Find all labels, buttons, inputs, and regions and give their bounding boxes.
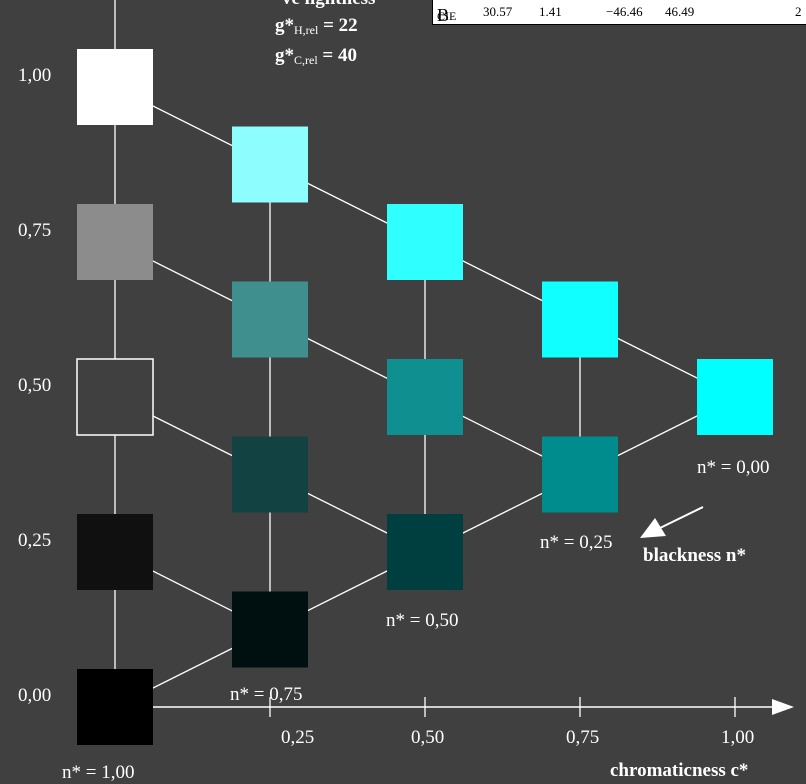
n-label-025: n* = 0,25 xyxy=(540,532,613,553)
info-value: 1.41 xyxy=(539,4,562,19)
color-sample-c3-1 xyxy=(542,281,618,358)
color-sample-c1-0 xyxy=(232,591,308,668)
info-value: 2 xyxy=(795,4,802,19)
g-h-rel-label: g*H,rel = 22 xyxy=(275,15,358,37)
blackness-label: blackness n* xyxy=(643,545,746,566)
color-sample-c2-1 xyxy=(387,359,463,435)
color-sample-c0-0 xyxy=(77,669,153,745)
info-name: B CIE xyxy=(437,5,457,25)
n-label-075: n* = 0,75 xyxy=(230,684,303,705)
x-tick-label: 1,00 xyxy=(721,727,755,748)
color-sample-c3-0 xyxy=(542,436,618,513)
x-axis-label: chromaticness c* xyxy=(610,760,749,781)
y-tick-label: 0,25 xyxy=(18,530,52,551)
color-sample-c1-2 xyxy=(232,281,308,358)
cie-info-row: B CIE 30.57 1.41 −46.46 46.49 2 xyxy=(432,0,806,25)
header-title-fragment: ve lightness xyxy=(282,0,375,10)
x-tick-label: 0,75 xyxy=(566,727,600,748)
info-value: 46.49 xyxy=(665,4,695,19)
color-sample-c0-2 xyxy=(76,358,154,436)
color-sample-c1-3 xyxy=(232,126,308,203)
y-tick-label: 0,00 xyxy=(18,685,52,706)
color-sample-c0-4 xyxy=(77,49,153,125)
color-samples xyxy=(76,49,773,745)
info-value: −46.46 xyxy=(606,4,643,19)
x-tick-label: 0,50 xyxy=(411,727,445,748)
g-c-rel-label: g*C,rel = 40 xyxy=(275,45,357,67)
color-sample-c4-0 xyxy=(697,359,773,435)
x-tick-label: 0,25 xyxy=(281,727,315,748)
color-sample-c0-3 xyxy=(77,204,153,280)
color-sample-c2-2 xyxy=(387,204,463,280)
y-tick-label: 1,00 xyxy=(18,65,52,86)
color-sample-c1-1 xyxy=(232,436,308,513)
n-label-000: n* = 0,00 xyxy=(697,457,770,478)
n-label-100: n* = 1,00 xyxy=(62,762,135,783)
info-value: 30.57 xyxy=(483,4,513,19)
color-sample-c0-1 xyxy=(77,514,153,590)
color-sample-c2-0 xyxy=(387,514,463,590)
y-tick-label: 0,50 xyxy=(18,375,52,396)
n-label-050: n* = 0,50 xyxy=(386,610,459,631)
y-tick-label: 0,75 xyxy=(18,220,52,241)
